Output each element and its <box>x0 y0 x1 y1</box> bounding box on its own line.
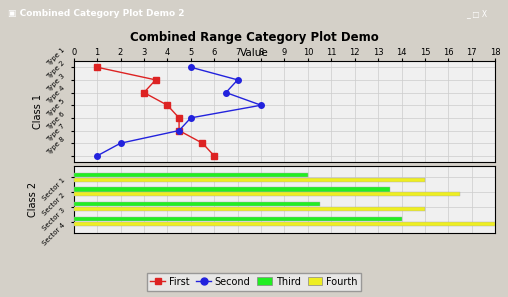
Bar <box>74 207 425 211</box>
Bar <box>74 222 495 226</box>
Y-axis label: Class 2: Class 2 <box>28 182 39 217</box>
Text: _ □ X: _ □ X <box>466 9 488 18</box>
Text: Combined Range Category Plot Demo: Combined Range Category Plot Demo <box>130 31 378 44</box>
Text: Value: Value <box>240 48 268 58</box>
Bar <box>74 217 402 221</box>
Bar <box>74 187 390 192</box>
Bar <box>74 178 425 182</box>
Bar <box>74 202 320 206</box>
Text: ▣ Combined Category Plot Demo 2: ▣ Combined Category Plot Demo 2 <box>8 9 184 18</box>
Bar <box>74 192 460 197</box>
Bar <box>74 173 308 177</box>
Y-axis label: Class 1: Class 1 <box>33 94 43 129</box>
Legend: First, Second, Third, Fourth: First, Second, Third, Fourth <box>147 273 361 291</box>
